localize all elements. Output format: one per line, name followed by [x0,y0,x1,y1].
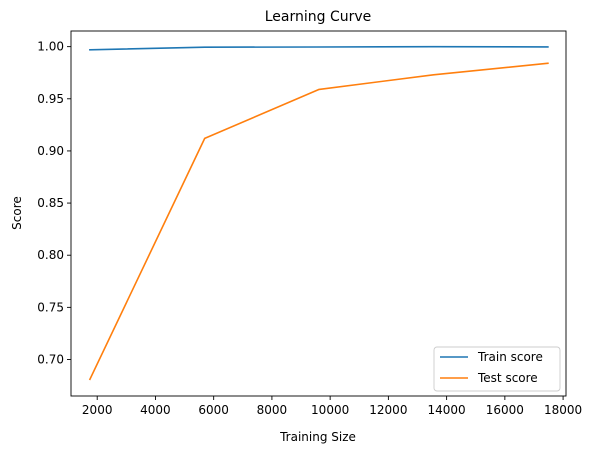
x-tick-label: 8000 [257,403,288,417]
series-layer [88,45,549,381]
y-axis-ticks: 0.70 0.75 0.80 0.85 0.90 0.95 1.00 [37,40,71,367]
x-tick-label: 14000 [428,403,466,417]
y-tick-label: 1.00 [37,40,64,54]
y-tick-label: 0.70 [37,353,64,367]
x-tick-label: 2000 [82,403,113,417]
plot-area-frame [70,30,567,397]
x-tick-label: 18000 [544,403,582,417]
x-axis-label: Training Size [279,430,356,444]
y-tick-label: 0.90 [37,144,64,158]
legend-label-train: Train score [477,350,543,364]
chart-title: Learning Curve [265,9,372,25]
x-tick-label: 10000 [311,403,349,417]
legend: Train score Test score [433,346,561,392]
legend-box [433,346,561,392]
y-tick-label: 0.95 [37,92,64,106]
test-score-line [88,62,549,381]
x-tick-label: 4000 [140,403,171,417]
y-axis-label: Score [10,196,24,230]
legend-label-test: Test score [477,371,538,385]
y-tick-label: 0.75 [37,300,64,314]
x-tick-label: 12000 [369,403,407,417]
y-tick-label: 0.85 [37,196,64,210]
train-score-line [89,45,549,51]
x-tick-label: 6000 [198,403,229,417]
y-tick-label: 0.80 [37,248,64,262]
x-axis-ticks: 2000 4000 6000 8000 10000 12000 14000 16000 1800… [82,396,582,417]
x-tick-label: 16000 [486,403,524,417]
